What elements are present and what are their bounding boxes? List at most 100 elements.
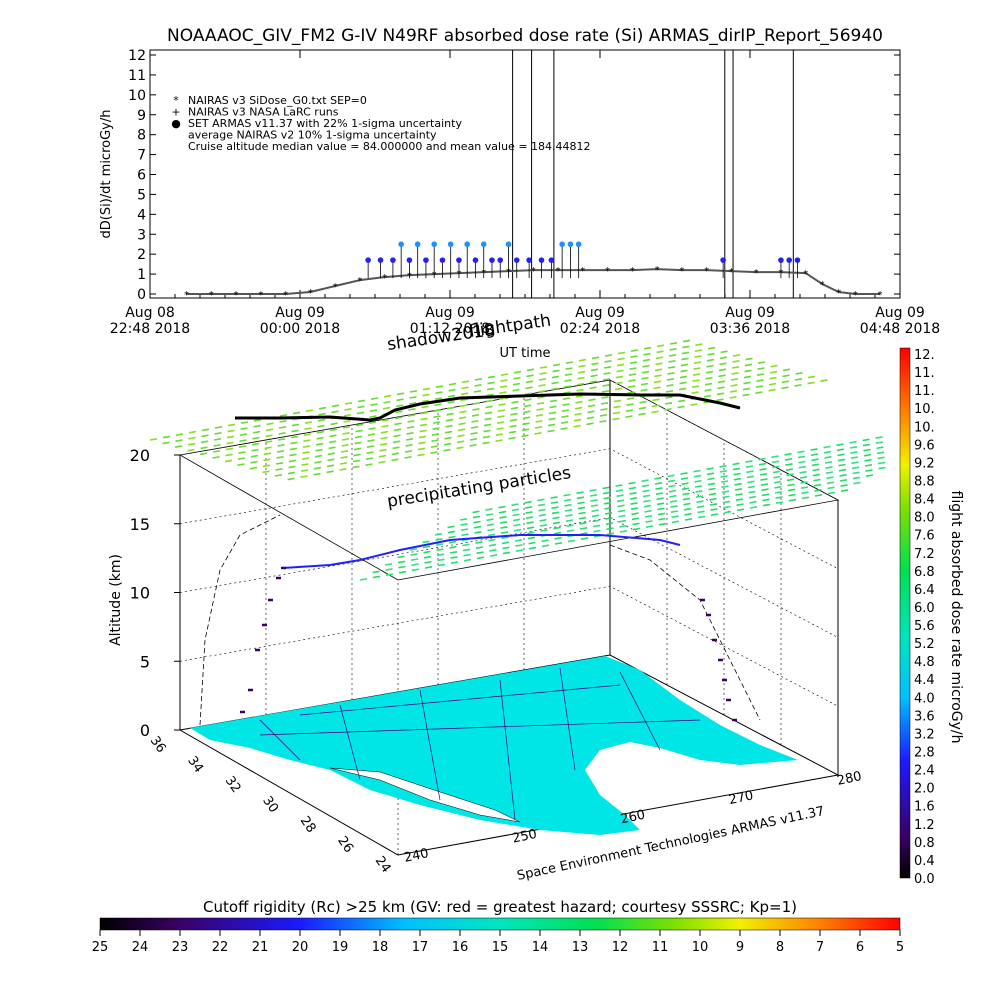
armas-point bbox=[377, 257, 384, 263]
particle-dash bbox=[563, 385, 572, 388]
particle-dash bbox=[460, 392, 469, 396]
particle-dash bbox=[418, 435, 427, 439]
particle-dash bbox=[849, 440, 857, 444]
particle-dash bbox=[420, 417, 428, 421]
particle-dash bbox=[669, 348, 677, 351]
particle-dash bbox=[552, 521, 561, 525]
y-tick-label: 5 bbox=[137, 187, 146, 203]
particle-dash bbox=[526, 374, 534, 378]
dose-tick-label: 6.4 bbox=[914, 583, 935, 598]
particle-dash bbox=[471, 420, 479, 423]
particle-dash bbox=[188, 430, 197, 434]
particle-dash bbox=[368, 421, 377, 424]
particle-dash bbox=[274, 474, 283, 477]
particle-dash bbox=[756, 373, 765, 376]
particle-dash bbox=[717, 386, 725, 390]
particle-dash bbox=[562, 397, 571, 400]
particle-dash bbox=[709, 503, 718, 506]
particle-dash bbox=[354, 435, 363, 439]
particle-dash bbox=[432, 421, 441, 424]
particle-dash bbox=[501, 541, 510, 545]
particle-dash bbox=[408, 408, 416, 411]
longitude-tick-label: 240 bbox=[403, 846, 430, 866]
particle-dash bbox=[638, 406, 647, 410]
particle-dash bbox=[447, 525, 455, 529]
particle-dash bbox=[404, 456, 412, 459]
particle-dash bbox=[397, 555, 405, 559]
particle-dash bbox=[444, 430, 453, 434]
particle-dash bbox=[710, 508, 718, 511]
particle-dash bbox=[264, 446, 272, 450]
particle-dash bbox=[567, 539, 576, 543]
armas-point bbox=[406, 257, 413, 263]
particle-dash bbox=[838, 468, 847, 472]
particle-dash bbox=[483, 423, 492, 427]
particle-dash bbox=[499, 391, 507, 394]
particle-dash bbox=[435, 391, 443, 394]
particle-dash bbox=[801, 491, 809, 495]
particle-dash bbox=[447, 400, 455, 404]
particle-dash bbox=[654, 368, 663, 372]
particle-dash bbox=[365, 463, 373, 466]
particle-dash bbox=[523, 410, 531, 414]
y-tick-label: 3 bbox=[137, 227, 146, 243]
particle-dash bbox=[656, 350, 664, 354]
altitude-tick-label: 0 bbox=[140, 721, 150, 740]
particle-dash bbox=[249, 466, 258, 470]
particle-dash bbox=[213, 438, 222, 441]
particle-dash bbox=[760, 478, 768, 481]
particle-dash bbox=[250, 454, 259, 458]
particle-dash bbox=[639, 400, 647, 404]
longitude-ticks: 240 250 260 270 280 bbox=[403, 769, 863, 866]
particle-dash bbox=[823, 450, 832, 454]
rigidity-tick-label: 19 bbox=[332, 940, 349, 955]
particle-dash bbox=[801, 496, 810, 500]
particle-dash bbox=[253, 424, 261, 428]
nairas-point: * bbox=[234, 290, 239, 301]
particle-dash bbox=[865, 469, 873, 472]
particle-dash bbox=[475, 546, 484, 549]
particle-dash bbox=[742, 393, 750, 397]
particle-dash bbox=[486, 523, 495, 527]
particle-dash bbox=[692, 373, 701, 376]
particle-dash bbox=[392, 440, 401, 444]
particle-dash bbox=[788, 498, 797, 502]
particle-dash bbox=[576, 491, 584, 495]
particle-dash bbox=[486, 393, 494, 397]
particle-dash bbox=[875, 441, 884, 444]
particle-dash bbox=[174, 445, 183, 448]
particle-dash bbox=[512, 388, 520, 392]
particle-dash bbox=[642, 494, 651, 498]
particle-dash bbox=[642, 489, 650, 493]
particle-dash bbox=[303, 433, 312, 436]
particle-dash bbox=[668, 489, 677, 493]
particle-dash bbox=[757, 367, 765, 370]
particle-dash bbox=[394, 416, 403, 420]
legend-entry: SET ARMAS v11.37 with 22% 1-sigma uncert… bbox=[188, 117, 462, 130]
particle-dash bbox=[435, 538, 443, 541]
particle-dash bbox=[641, 376, 649, 380]
particle-dash bbox=[730, 384, 738, 387]
particle-dash bbox=[696, 505, 705, 509]
particle-dash bbox=[513, 376, 521, 380]
particle-dash bbox=[474, 384, 482, 387]
map-land-cyan bbox=[190, 656, 798, 835]
particle-dash bbox=[560, 421, 569, 424]
x-tick-day: Aug 08 bbox=[125, 305, 175, 321]
particle-dash bbox=[775, 501, 784, 504]
particle-dash bbox=[590, 368, 599, 372]
particle-dash bbox=[707, 482, 716, 486]
x-tick-time: 01:12 2018 bbox=[410, 321, 490, 337]
particle-dash bbox=[225, 447, 234, 451]
particle-dash bbox=[747, 485, 756, 489]
particle-dash bbox=[604, 512, 613, 515]
particle-dash bbox=[812, 473, 821, 477]
particle-dash bbox=[787, 483, 795, 487]
particle-dash bbox=[487, 528, 495, 532]
particle-dash bbox=[302, 445, 311, 448]
particle-dash bbox=[669, 500, 678, 503]
particle-dash bbox=[704, 382, 713, 386]
particle-dash bbox=[292, 411, 301, 415]
particle-dash bbox=[340, 456, 348, 459]
particle-dash bbox=[287, 471, 296, 475]
